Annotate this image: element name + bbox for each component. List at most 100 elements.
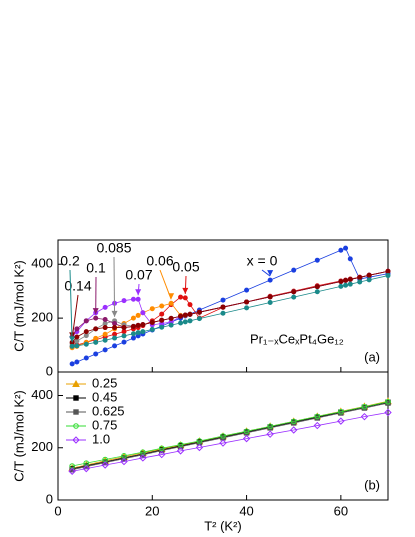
marker [159, 317, 165, 323]
marker [196, 309, 202, 315]
marker [140, 322, 146, 328]
series-label: 0.1 [86, 260, 106, 276]
legend-label: 1.0 [92, 431, 110, 446]
marker [266, 430, 274, 438]
marker [219, 439, 227, 447]
marker [74, 334, 80, 340]
arrow-head [135, 289, 142, 296]
marker [158, 450, 166, 459]
legend-label: 0.25 [92, 375, 117, 390]
marker [290, 426, 298, 434]
marker [242, 434, 251, 443]
series-label: 0.06 [146, 253, 173, 269]
marker [102, 337, 108, 343]
legend-label: 0.625 [92, 403, 125, 418]
marker [220, 433, 226, 439]
marker [314, 413, 321, 420]
marker [93, 339, 99, 345]
marker [178, 294, 184, 300]
arrow-head [111, 310, 118, 317]
marker [178, 320, 184, 326]
series-label: 0.2 [60, 253, 80, 269]
arrow-head [69, 336, 76, 343]
marker [102, 347, 108, 353]
panel-label: (b) [364, 477, 380, 492]
marker [130, 331, 136, 337]
arrow-head [182, 287, 189, 294]
marker [83, 318, 89, 324]
marker [83, 333, 89, 339]
marker [93, 335, 99, 341]
marker [182, 319, 188, 325]
marker [135, 322, 141, 328]
marker [102, 321, 108, 327]
marker [83, 341, 89, 347]
marker [69, 343, 75, 349]
marker [220, 297, 226, 303]
marker [121, 325, 127, 331]
series-label: 0.05 [172, 259, 199, 275]
arrow-head [168, 293, 175, 300]
marker [130, 296, 136, 302]
marker [74, 326, 80, 332]
marker [187, 318, 193, 324]
marker [267, 299, 273, 305]
marker [149, 306, 155, 312]
marker [337, 417, 345, 425]
marker [68, 467, 76, 475]
marker [120, 457, 128, 466]
y-tick-label: 200 [31, 310, 53, 325]
series-line [72, 401, 389, 470]
marker [347, 281, 353, 287]
series-label: 0.07 [125, 267, 152, 283]
marker [195, 443, 204, 452]
marker [267, 277, 273, 283]
marker [357, 279, 363, 285]
series-label: 0.085 [96, 240, 131, 256]
marker [121, 298, 127, 304]
series-line [72, 412, 389, 472]
series-line [72, 401, 389, 467]
marker [121, 339, 127, 345]
marker [112, 343, 118, 349]
label-arrow [71, 294, 79, 339]
marker [93, 351, 99, 357]
legend-label: 0.75 [92, 417, 117, 432]
marker [102, 325, 108, 331]
marker [74, 343, 80, 349]
y-tick-label: 0 [46, 363, 53, 378]
marker [135, 330, 141, 336]
marker [178, 313, 184, 319]
marker [112, 325, 118, 331]
marker [177, 441, 184, 448]
marker [139, 454, 147, 462]
marker [182, 295, 188, 301]
marker [338, 278, 344, 284]
arrow-head [92, 308, 99, 315]
marker [338, 247, 344, 253]
marker [291, 267, 297, 273]
marker [69, 361, 75, 367]
marker [149, 326, 155, 332]
legend-marker [73, 423, 79, 429]
marker [112, 335, 118, 341]
marker [314, 284, 320, 290]
marker [102, 316, 108, 322]
marker [314, 289, 320, 295]
marker [101, 461, 109, 469]
marker [220, 304, 226, 310]
label-arrow [69, 269, 73, 343]
marker [243, 428, 250, 435]
marker [360, 412, 369, 421]
arrow-head [267, 270, 274, 277]
marker [343, 282, 349, 288]
marker [130, 335, 136, 341]
marker [168, 322, 174, 328]
marker [102, 331, 108, 337]
y-tick-label: 0 [46, 491, 53, 506]
marker [168, 315, 174, 321]
marker [347, 276, 353, 282]
label-arrow [113, 256, 116, 317]
marker [130, 315, 136, 321]
marker [385, 268, 391, 274]
